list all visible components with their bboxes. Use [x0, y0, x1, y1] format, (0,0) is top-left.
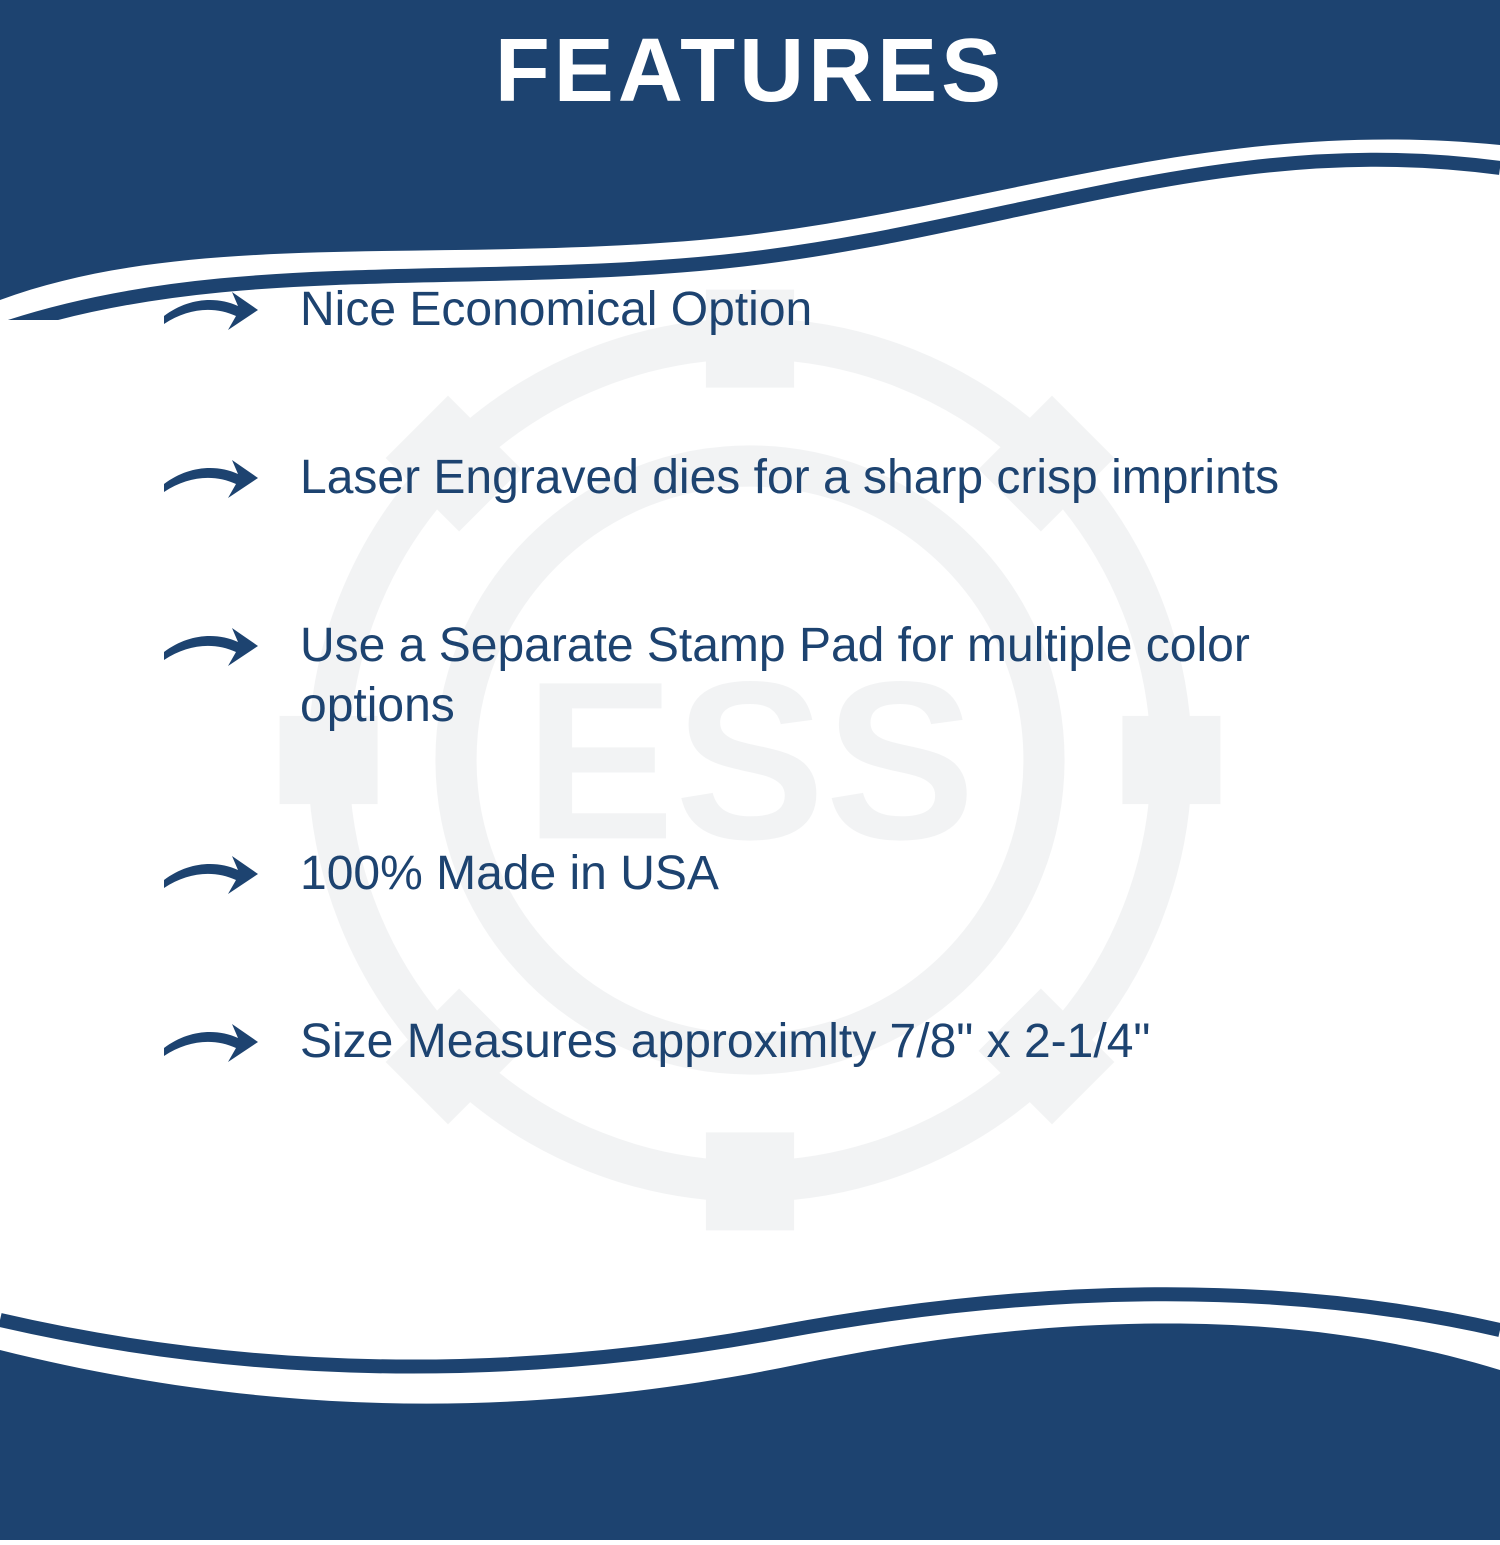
arrow-right-icon	[160, 286, 260, 334]
feature-item: Size Measures approximlty 7/8" x 2-1/4"	[160, 1012, 1380, 1072]
footer-band	[0, 1260, 1500, 1500]
feature-text: Nice Economical Option	[260, 280, 1380, 340]
page-title: FEATURES	[0, 20, 1500, 123]
arrow-right-icon	[160, 850, 260, 898]
arrow-right-icon	[160, 1018, 260, 1066]
feature-text: 100% Made in USA	[260, 844, 1380, 904]
feature-item: Use a Separate Stamp Pad for multiple co…	[160, 616, 1380, 736]
feature-item: 100% Made in USA	[160, 844, 1380, 904]
feature-item: Nice Economical Option	[160, 280, 1380, 340]
feature-item: Laser Engraved dies for a sharp crisp im…	[160, 448, 1380, 508]
feature-text: Use a Separate Stamp Pad for multiple co…	[260, 616, 1380, 736]
arrow-right-icon	[160, 622, 260, 670]
feature-text: Laser Engraved dies for a sharp crisp im…	[260, 448, 1380, 508]
arrow-right-icon	[160, 454, 260, 502]
infographic-canvas: ESS FEATURES Nice Economical Option	[0, 0, 1500, 1500]
feature-text: Size Measures approximlty 7/8" x 2-1/4"	[260, 1012, 1380, 1072]
features-list: Nice Economical Option Laser Engraved di…	[160, 280, 1380, 1180]
